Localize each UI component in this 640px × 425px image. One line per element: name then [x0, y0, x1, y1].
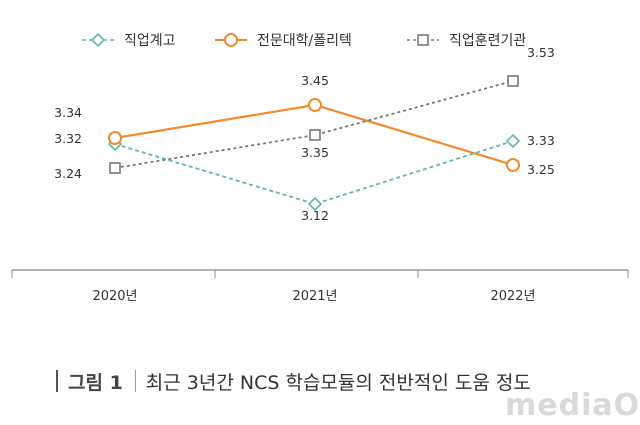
legend-marker-3: [417, 34, 429, 46]
legend-label-2: 전문대학/폴리텍: [257, 33, 352, 49]
legend-label-3: 직업훈련기관: [449, 33, 526, 49]
x-tick-label-2: 2021년: [292, 289, 337, 304]
x-axis-ticks: 2020년 2021년 2022년: [11, 270, 629, 304]
legend-marker-1: [90, 32, 106, 48]
data-label-s2-2: 3.45: [301, 73, 329, 88]
line-chart: 직업계고 전문대학/폴리텍 직업훈련기관 3.323.123.333.343.453…: [11, 32, 629, 304]
figure-caption: 그림 1 최근 3년간 NCS 학습모듈의 전반적인 도움 정도: [56, 365, 531, 397]
mediaon-watermark-logo: mediaOn: [505, 388, 640, 423]
x-tick-label-1: 2020년: [92, 289, 137, 304]
data-point-s3-2: [309, 129, 321, 141]
series-layer: [107, 75, 521, 212]
data-label-s1-3: 3.33: [527, 133, 555, 148]
data-point-s2-1: [108, 131, 122, 145]
data-point-s2-2: [308, 98, 322, 112]
data-point-s1-3: [505, 133, 521, 149]
data-point-s2-3: [506, 158, 520, 172]
data-label-layer: 3.32 3.12 3.33 3.34 3.45 3.25 3.24 3.35 3.53: [54, 45, 555, 223]
data-label-s3-2: 3.35: [301, 145, 329, 160]
data-label-s1-1: 3.32: [54, 131, 82, 146]
caption-divider: [134, 370, 136, 392]
data-point-s1-2: [307, 196, 323, 212]
data-label-s3-3: 3.53: [527, 45, 555, 60]
data-label-s2-3: 3.25: [527, 162, 555, 177]
data-label-s3-1: 3.24: [54, 166, 82, 181]
caption-label: 그림 1: [68, 371, 123, 394]
data-point-s3-3: [507, 75, 519, 87]
chart-legend: 직업계고 전문대학/폴리텍 직업훈련기관: [82, 32, 526, 49]
x-tick-label-3: 2022년: [490, 289, 535, 304]
data-point-s3-1: [109, 162, 121, 174]
series-line-3: [114, 80, 514, 169]
data-label-s2-1: 3.34: [54, 105, 82, 120]
legend-label-1: 직업계고: [124, 33, 176, 49]
caption-bar: [56, 370, 58, 392]
legend-marker-2: [224, 33, 238, 47]
caption-text: 최근 3년간 NCS 학습모듈의 전반적인 도움 정도: [145, 371, 531, 394]
data-label-s1-2: 3.12: [301, 208, 329, 223]
